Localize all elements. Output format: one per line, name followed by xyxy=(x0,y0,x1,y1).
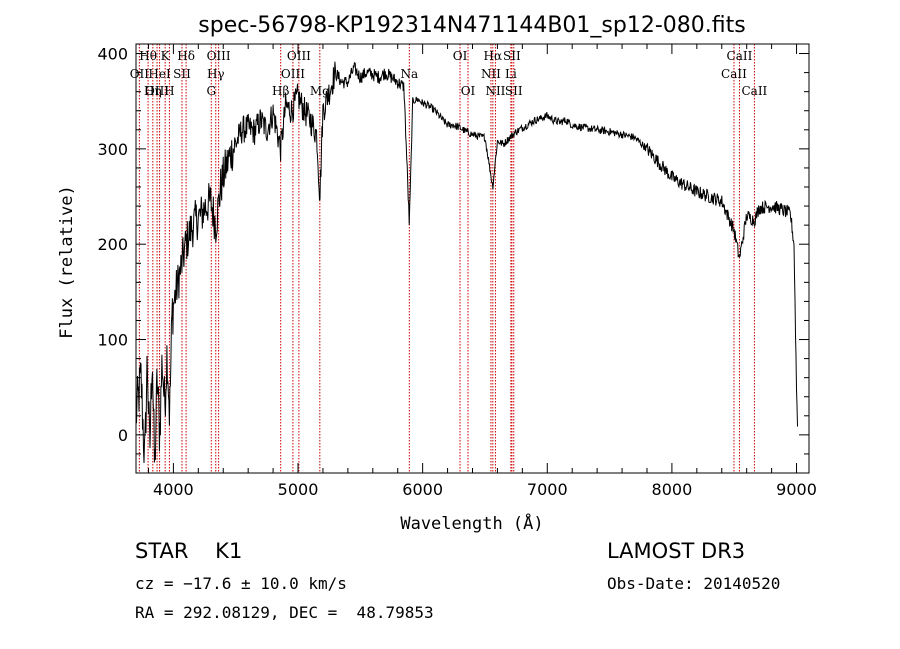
line-label: G xyxy=(206,84,216,98)
line-label: CaII xyxy=(727,49,753,63)
line-label: CaII xyxy=(741,84,767,98)
object-class: STAR K1 xyxy=(135,539,243,563)
line-label: OIII xyxy=(145,84,169,98)
line-label: Hγ xyxy=(207,67,225,81)
y-tick-label: 100 xyxy=(97,331,128,350)
survey-name: LAMOST DR3 xyxy=(607,539,746,563)
line-label: OIII xyxy=(281,67,305,81)
x-tick-label: 9000 xyxy=(776,480,817,499)
line-label: SII xyxy=(503,49,521,63)
x-axis-label: Wavelength (Å) xyxy=(400,512,543,534)
line-label: Hα xyxy=(484,49,503,63)
emission-line-labels: Hθ OII OIII K HeI Hη SII H Hδ OIII Hγ G Hβ OIII OIII Mg… xyxy=(130,49,768,98)
line-label: OII xyxy=(130,67,150,81)
line-label: Na xyxy=(400,67,418,81)
y-tick-label: 400 xyxy=(97,45,128,64)
y-tick-label: 200 xyxy=(97,235,128,254)
observation-date: Obs-Date: 20140520 xyxy=(607,574,781,593)
x-tick-label: 6000 xyxy=(402,480,443,499)
redshift-value: cz = −17.6 ± 10.0 km/s xyxy=(135,574,347,593)
x-tick-label: 8000 xyxy=(652,480,693,499)
line-label: Mg xyxy=(310,84,330,98)
line-label: Li xyxy=(505,67,517,81)
line-label: H xyxy=(164,84,174,98)
emission-line-markers xyxy=(138,44,755,473)
line-label: K xyxy=(161,49,171,63)
spectrum-line xyxy=(135,61,798,464)
x-axis-ticks: 4000 5000 6000 7000 8000 9000 xyxy=(147,44,817,499)
x-tick-label: 4000 xyxy=(153,480,194,499)
line-label: HeI xyxy=(148,67,171,81)
line-label: Hδ xyxy=(177,49,195,63)
line-label: Hβ xyxy=(272,84,289,98)
line-label: OI xyxy=(461,84,476,98)
line-label: NII xyxy=(481,67,501,81)
y-axis-label: Flux (relative) xyxy=(57,185,77,339)
line-label: Hη xyxy=(144,84,162,98)
line-label: SII xyxy=(505,84,523,98)
line-label: Hθ xyxy=(139,49,157,63)
line-label: NII xyxy=(485,84,505,98)
y-tick-label: 0 xyxy=(118,426,128,445)
line-label: SII xyxy=(173,67,191,81)
line-label: OI xyxy=(453,49,468,63)
chart-title: spec-56798-KP192314N471144B01_sp12-080.f… xyxy=(198,13,745,38)
y-axis-ticks: 0 100 200 300 400 xyxy=(97,45,809,474)
y-tick-label: 300 xyxy=(97,140,128,159)
x-tick-label: 7000 xyxy=(527,480,568,499)
x-tick-label: 5000 xyxy=(278,480,319,499)
line-label: OIII xyxy=(207,49,231,63)
coordinates: RA = 292.08129, DEC = 48.79853 xyxy=(135,603,434,622)
plot-frame xyxy=(135,43,810,474)
line-label: OIII xyxy=(287,49,311,63)
line-label: CaII xyxy=(721,67,747,81)
